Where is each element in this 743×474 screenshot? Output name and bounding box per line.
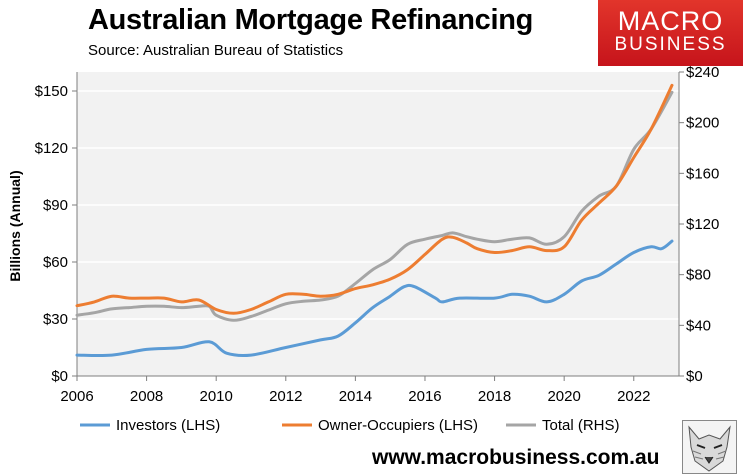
- left-tick-label: $120: [35, 140, 68, 157]
- series-line-total: [75, 90, 674, 322]
- x-tick-label: 2008: [130, 388, 163, 405]
- series-line-owner-occupiers: [75, 83, 674, 315]
- legend-total-label: Total (RHS): [542, 417, 620, 434]
- logo-line-2: BUSINESS: [614, 34, 727, 55]
- legend-owner-occupiers-label: Owner-Occupiers (LHS): [318, 417, 478, 434]
- right-tick-label: $0: [686, 368, 703, 385]
- left-tick-label: $30: [43, 311, 68, 328]
- right-tick-label: $160: [686, 165, 719, 182]
- left-tick-label: $90: [43, 197, 68, 214]
- y-axis-label: Billions (Annual): [7, 170, 23, 281]
- website-url: www.macrobusiness.com.au: [372, 446, 660, 469]
- left-tick-label: $150: [35, 83, 68, 100]
- chart-subtitle: Source: Australian Bureau of Statistics: [88, 42, 344, 59]
- left-axis-tick-labels: $0 $30 $60 $90 $120 $150: [35, 83, 77, 385]
- right-axis-tick-labels: $0 $40 $80 $120 $160 $200 $240: [679, 64, 719, 385]
- right-tick-label: $40: [686, 317, 711, 334]
- logo-line-1: MACRO: [617, 6, 724, 36]
- right-tick-label: $80: [686, 267, 711, 284]
- x-tick-label: 2022: [617, 388, 650, 405]
- x-tick-label: 2014: [339, 388, 372, 405]
- series-line-investors: [75, 239, 674, 358]
- right-tick-label: $200: [686, 115, 719, 132]
- x-tick-label: 2012: [269, 388, 302, 405]
- macrobusiness-logo: MACRO BUSINESS: [598, 0, 743, 66]
- x-tick-label: 2016: [408, 388, 441, 405]
- legend: Investors (LHS) Owner-Occupiers (LHS) Tota…: [80, 417, 620, 434]
- legend-investors-label: Investors (LHS): [116, 417, 220, 434]
- left-tick-label: $60: [43, 254, 68, 271]
- right-tick-label: $240: [686, 64, 719, 81]
- x-axis-tick-labels: 2006 2008 2010 2012 2014 2016 2018 2020 2022: [60, 376, 650, 405]
- plot-area: [77, 72, 679, 376]
- wolf-logo-image: [682, 420, 737, 474]
- x-tick-label: 2006: [60, 388, 93, 405]
- chart-title: Australian Mortgage Refinancing: [88, 4, 534, 36]
- series-lines: [75, 83, 674, 358]
- x-tick-label: 2020: [547, 388, 580, 405]
- x-tick-label: 2010: [200, 388, 233, 405]
- x-tick-label: 2018: [478, 388, 511, 405]
- gridlines: [77, 90, 679, 320]
- right-tick-label: $120: [686, 216, 719, 233]
- left-tick-label: $0: [51, 368, 68, 385]
